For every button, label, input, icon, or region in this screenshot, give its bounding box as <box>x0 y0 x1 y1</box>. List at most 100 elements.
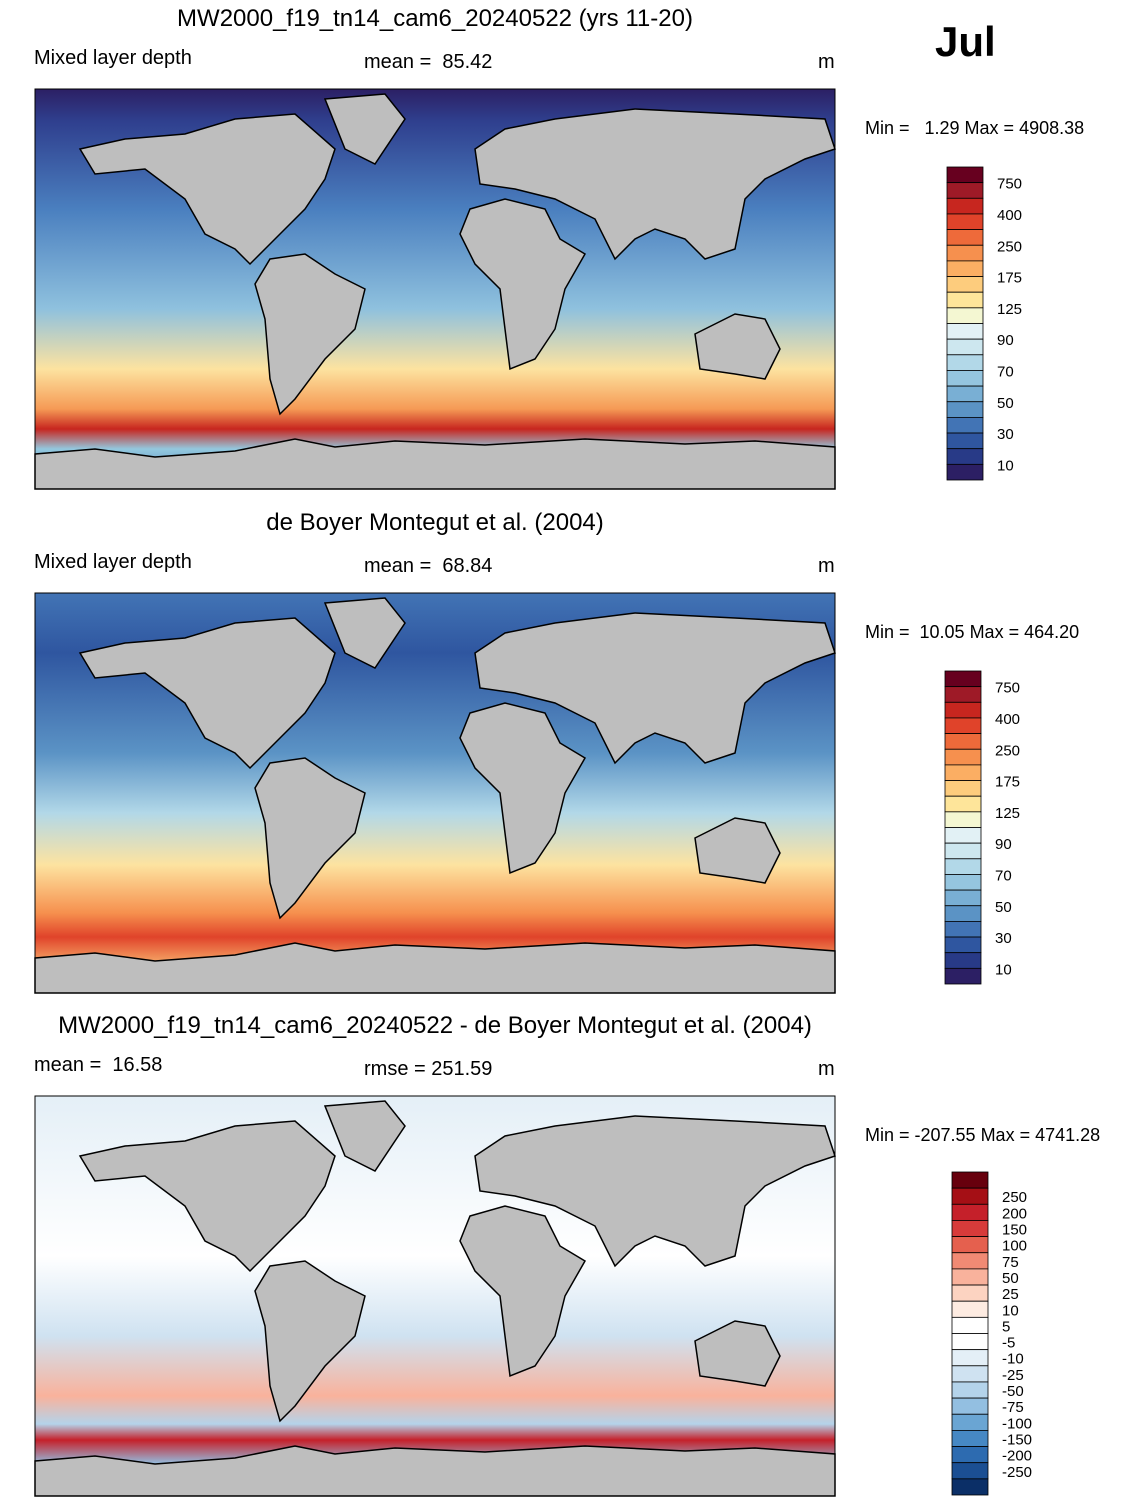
map-frame <box>34 1095 836 1497</box>
month-label: Jul <box>935 18 996 65</box>
colorbar-label: 90 <box>997 332 1014 349</box>
colorbar-label: 200 <box>1002 1205 1027 1222</box>
colorbar-label: 90 <box>995 836 1012 853</box>
colorbar-box <box>946 354 984 371</box>
colorbar-box <box>951 1413 989 1431</box>
unit-label: m <box>818 1058 835 1080</box>
colorbar-box <box>944 889 982 907</box>
colorbar-box <box>946 197 984 215</box>
colorbar-label: 125 <box>995 805 1020 822</box>
colorbar-label: -100 <box>1002 1415 1032 1432</box>
colorbar-label: -250 <box>1002 1464 1032 1481</box>
colorbar-box <box>951 1236 989 1254</box>
colorbar-box <box>951 1478 989 1496</box>
colorbar-box <box>944 686 982 703</box>
colorbar-box <box>944 921 982 938</box>
unit-label: m <box>818 555 835 577</box>
colorbar-box <box>944 811 982 828</box>
colorbar-label: 400 <box>997 207 1022 224</box>
colorbar-box <box>944 952 982 969</box>
colorbar-box <box>946 166 984 184</box>
colorbar-box <box>946 229 984 246</box>
colorbar-box <box>946 416 984 434</box>
colorbar-box <box>946 432 984 450</box>
map-frame <box>34 88 836 490</box>
colorbar-box <box>951 1300 989 1318</box>
colorbar-box <box>951 1365 989 1383</box>
colorbar-box <box>944 827 982 844</box>
panel: MW2000_f19_tn14_cam6_20240522 (yrs 11-20… <box>34 5 1084 490</box>
colorbar-box <box>944 717 982 735</box>
colorbar-box <box>944 795 982 813</box>
colorbar-label: 400 <box>995 711 1020 728</box>
colorbar-box <box>944 748 982 766</box>
colorbar-box <box>951 1203 989 1221</box>
colorbar-box <box>946 260 984 277</box>
colorbar-box <box>944 842 982 860</box>
colorbar-label: 30 <box>995 930 1012 947</box>
colorbar-box <box>944 936 982 954</box>
colorbar-box <box>951 1268 989 1286</box>
colorbar-label: 250 <box>997 238 1022 255</box>
colorbar-box <box>951 1171 989 1189</box>
colorbar-label: 250 <box>1002 1189 1027 1206</box>
colorbar-box <box>946 323 984 340</box>
colorbar-box <box>946 182 984 199</box>
colorbar-box <box>951 1446 989 1464</box>
colorbar-box <box>946 276 984 293</box>
colorbar-box <box>944 670 982 688</box>
colorbar-box <box>946 385 984 403</box>
colorbar-box <box>946 370 984 387</box>
colorbar-label: 50 <box>1002 1270 1019 1287</box>
colorbar-label: 50 <box>995 899 1012 916</box>
colorbar-box <box>951 1284 989 1302</box>
colorbar-label: -25 <box>1002 1367 1024 1384</box>
colorbar-label: 25 <box>1002 1286 1019 1303</box>
left-label: mean = 16.58 <box>34 1054 162 1076</box>
colorbar-box <box>944 701 982 719</box>
colorbar-label: 150 <box>1002 1222 1027 1239</box>
colorbar-label: -50 <box>1002 1383 1024 1400</box>
colorbar-label: 175 <box>997 270 1022 287</box>
colorbar-box <box>946 338 984 356</box>
colorbar-box <box>946 307 984 324</box>
colorbar-label: 50 <box>997 395 1014 412</box>
colorbar-box <box>951 1187 989 1205</box>
colorbar-box <box>944 874 982 891</box>
colorbar-box <box>946 448 984 465</box>
panels: MW2000_f19_tn14_cam6_20240522 (yrs 11-20… <box>34 5 1100 1497</box>
min-max: Min = 1.29 Max = 4908.38 <box>865 118 1084 138</box>
colorbar-label: -75 <box>1002 1399 1024 1416</box>
colorbar-box <box>946 213 984 230</box>
colorbar-box <box>951 1430 989 1447</box>
colorbar-box <box>951 1333 989 1351</box>
colorbar-label: 10 <box>997 457 1014 474</box>
left-label: Mixed layer depth <box>34 47 192 69</box>
min-max: Min = -207.55 Max = 4741.28 <box>865 1125 1100 1145</box>
colorbar-label: -10 <box>1002 1351 1024 1368</box>
colorbar-label: -150 <box>1002 1431 1032 1448</box>
colorbar-box <box>951 1381 989 1399</box>
colorbar-box <box>951 1349 989 1367</box>
colorbar-box <box>946 291 984 309</box>
left-label: Mixed layer depth <box>34 551 192 573</box>
colorbar-box <box>944 967 982 985</box>
colorbar-box <box>946 463 984 481</box>
colorbar-box <box>944 858 982 875</box>
colorbar-box <box>951 1462 989 1480</box>
colorbar-label: 10 <box>995 961 1012 978</box>
colorbar-label: 10 <box>1002 1302 1019 1319</box>
colorbar-label: -200 <box>1002 1448 1032 1465</box>
colorbar-label: -5 <box>1002 1335 1015 1352</box>
unit-label: m <box>818 51 835 73</box>
map-frame <box>34 592 836 994</box>
min-max: Min = 10.05 Max = 464.20 <box>865 622 1079 642</box>
colorbar-label: 70 <box>995 867 1012 884</box>
colorbar-label: 175 <box>995 774 1020 791</box>
center-label: rmse = 251.59 <box>364 1058 492 1080</box>
colorbar-label: 125 <box>997 301 1022 318</box>
colorbar-label: 100 <box>1002 1238 1027 1255</box>
panel-title: de Boyer Montegut et al. (2004) <box>266 509 604 536</box>
colorbar-box <box>944 733 982 750</box>
